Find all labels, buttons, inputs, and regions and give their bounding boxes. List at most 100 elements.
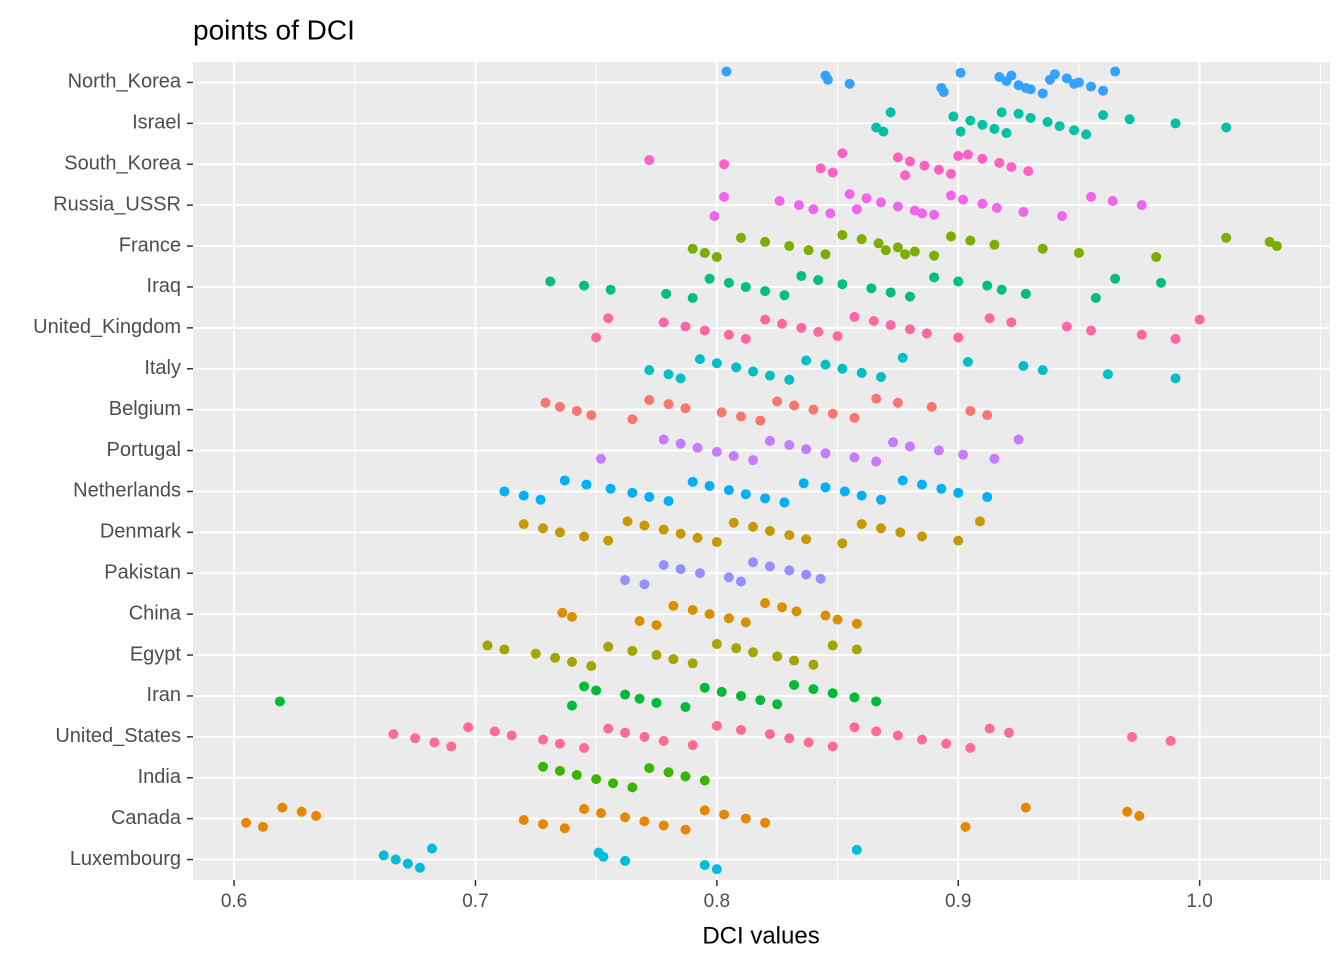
point [579, 804, 590, 815]
point [728, 517, 739, 528]
point [1023, 166, 1034, 177]
point [595, 808, 606, 819]
point [518, 815, 529, 826]
point [711, 446, 722, 457]
point [603, 313, 614, 324]
point [917, 531, 928, 542]
point [627, 782, 638, 793]
point [827, 167, 838, 178]
point [716, 407, 727, 418]
point [390, 854, 401, 865]
y-tick-label: Pakistan [104, 562, 181, 584]
point [801, 569, 812, 580]
point [1194, 314, 1205, 325]
point [1165, 735, 1176, 746]
point [658, 434, 669, 445]
y-tick-label: Iraq [147, 275, 181, 297]
point [982, 491, 993, 502]
point [849, 452, 860, 463]
point [658, 735, 669, 746]
point [559, 475, 570, 486]
point [634, 616, 645, 627]
point [953, 332, 964, 343]
point [296, 806, 307, 817]
point [875, 494, 886, 505]
point [591, 332, 602, 343]
point [989, 239, 1000, 250]
point [815, 573, 826, 584]
point [530, 648, 541, 659]
point [1264, 236, 1275, 247]
point [274, 696, 285, 707]
point [760, 236, 771, 247]
point [789, 679, 800, 690]
point [1003, 727, 1014, 738]
point [1069, 78, 1080, 89]
point [740, 333, 751, 344]
point [897, 352, 908, 363]
point [489, 726, 500, 737]
point [764, 525, 775, 536]
point [965, 115, 976, 126]
point [644, 491, 655, 502]
point [808, 204, 819, 215]
point [895, 527, 906, 538]
point [1170, 373, 1181, 384]
point [866, 283, 877, 294]
point [755, 415, 766, 426]
point [663, 496, 674, 507]
point [813, 275, 824, 286]
point [856, 490, 867, 501]
point [851, 844, 862, 855]
point [813, 326, 824, 337]
point [1018, 361, 1029, 371]
point [977, 119, 988, 130]
point [540, 397, 551, 408]
point [892, 242, 903, 253]
point [1037, 243, 1048, 254]
point [1061, 73, 1072, 84]
point [692, 532, 703, 543]
point [581, 479, 592, 490]
point [586, 410, 597, 421]
point [933, 445, 944, 456]
point [984, 723, 995, 734]
point [962, 356, 973, 367]
y-tick-label: Egypt [130, 643, 182, 665]
point [962, 149, 973, 160]
point [929, 272, 940, 283]
point [692, 442, 703, 453]
point [982, 410, 993, 421]
point [680, 403, 691, 414]
point [917, 479, 928, 490]
point [808, 684, 819, 695]
point [704, 480, 715, 491]
point [772, 396, 783, 407]
point [965, 235, 976, 246]
point [791, 606, 802, 617]
point [989, 453, 1000, 464]
point [861, 193, 872, 204]
point [760, 598, 771, 609]
point [904, 291, 915, 302]
y-tick-label: North_Korea [68, 71, 182, 93]
point [1136, 200, 1147, 211]
point [1020, 802, 1031, 813]
point [892, 730, 903, 741]
point [402, 858, 413, 869]
point [658, 820, 669, 831]
point [832, 614, 843, 625]
point [764, 370, 775, 381]
point [663, 399, 674, 410]
chart-title: points of DCI [193, 14, 355, 45]
point [885, 107, 896, 118]
point [538, 734, 549, 745]
point [687, 243, 698, 254]
point [875, 372, 886, 382]
point [1134, 810, 1145, 821]
point [740, 281, 751, 292]
point [1151, 252, 1162, 263]
point [605, 284, 616, 295]
point [789, 400, 800, 411]
point [711, 536, 722, 547]
